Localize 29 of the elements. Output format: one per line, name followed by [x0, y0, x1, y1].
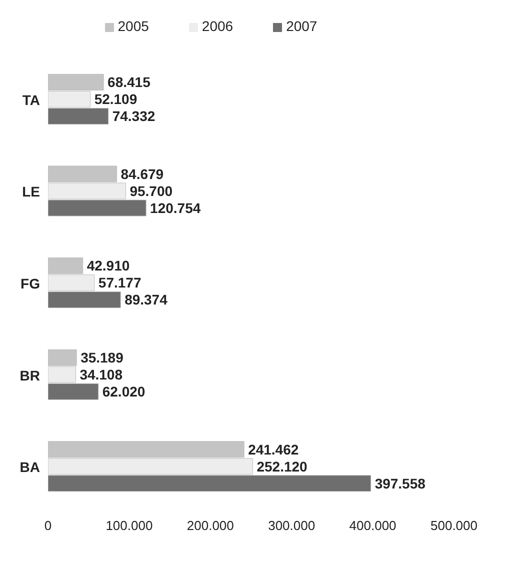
data-label: 34.108: [80, 366, 123, 382]
data-label: 35.189: [80, 349, 124, 366]
data-label: 397.558: [374, 475, 426, 492]
data-label: 252.120: [256, 458, 308, 474]
y-tick-label: BR: [20, 367, 40, 384]
data-label: 68.415: [108, 74, 151, 90]
data-label: 120.754: [150, 200, 201, 216]
y-tick-label: BA: [20, 459, 40, 476]
x-tick-label: 0: [44, 518, 52, 534]
legend-label: 2006: [202, 18, 234, 34]
y-tick-label: FG: [20, 275, 40, 292]
data-label: 84.679: [120, 166, 164, 182]
data-label: 57.177: [98, 274, 142, 291]
data-label: 241.462: [248, 441, 299, 458]
x-tick-label: 500.000: [430, 518, 478, 534]
y-tick-label: TA: [22, 92, 40, 108]
data-label: 89.374: [124, 292, 168, 308]
x-tick-label: 100.000: [106, 518, 153, 534]
data-label: 62.020: [102, 383, 146, 400]
legend-label: 2007: [286, 18, 318, 34]
data-label: 42.910: [86, 258, 130, 274]
legend-label: 2005: [118, 18, 149, 34]
y-tick-label: LE: [22, 184, 40, 200]
x-tick-label: 200.000: [186, 518, 234, 534]
x-tick-label: 300.000: [268, 518, 316, 534]
data-label: 74.332: [112, 108, 156, 124]
data-label: 52.109: [94, 91, 138, 108]
data-label: 95.700: [130, 182, 173, 199]
x-tick-label: 400.000: [349, 518, 396, 534]
